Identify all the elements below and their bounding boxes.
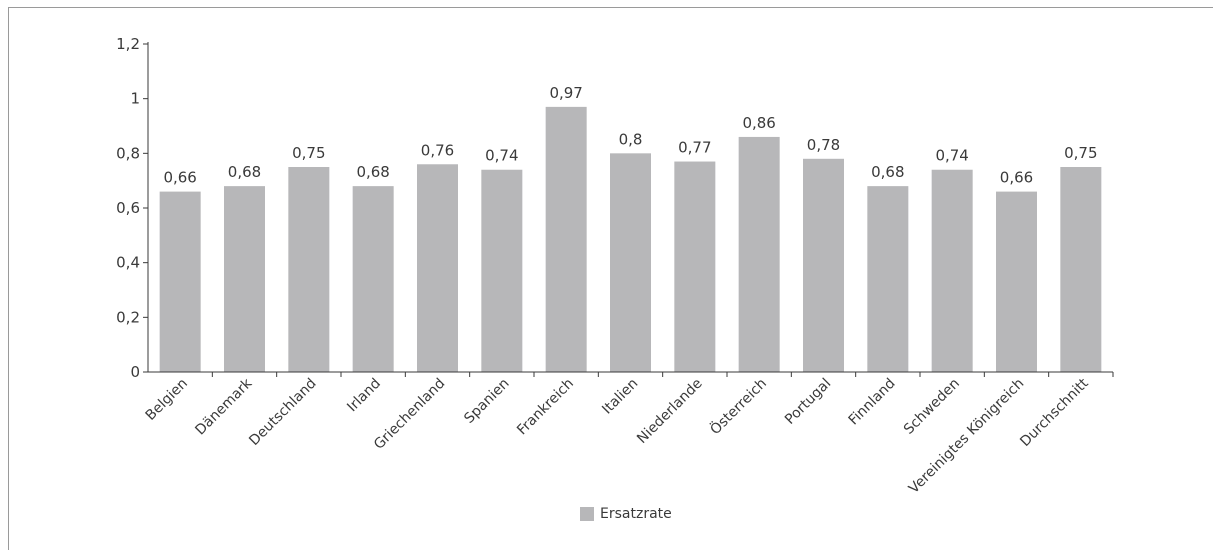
- x-tick-label: Spanien: [461, 376, 512, 427]
- x-tick-label: Frankreich: [514, 376, 577, 439]
- y-tick-label: 0: [130, 363, 140, 381]
- data-label: 0,97: [549, 84, 582, 102]
- y-tick-label: 1,2: [116, 35, 140, 53]
- data-label: 0,66: [163, 169, 196, 187]
- bar: [288, 167, 330, 372]
- bar: [803, 158, 844, 372]
- x-tick-label: Niederlande: [634, 376, 705, 447]
- data-label: 0,68: [228, 163, 261, 181]
- x-tick-label: Schweden: [901, 376, 963, 438]
- bar: [481, 169, 523, 372]
- data-label: 0,74: [485, 147, 518, 165]
- bar: [610, 153, 651, 372]
- bar: [674, 161, 716, 372]
- x-tick-label: Deutschland: [246, 376, 319, 449]
- legend-label: Ersatzrate: [600, 506, 672, 522]
- data-labels: 0,66 0,68 0,75 0,68 0,76 0,74 0,97 0,8 0,77 0,86 0…: [163, 84, 1097, 187]
- y-tick-label: 0,8: [116, 144, 140, 162]
- x-tick-label: Österreich: [706, 374, 770, 438]
- x-tick-label: Irland: [344, 376, 384, 416]
- data-label: 0,78: [807, 136, 840, 154]
- data-label: 0,68: [871, 163, 904, 181]
- bar: [738, 136, 780, 372]
- y-tick-label: 1: [130, 90, 140, 108]
- bar: [417, 164, 458, 372]
- bars: [159, 106, 1102, 372]
- legend-swatch: [580, 507, 594, 521]
- x-tick-label: Vereinigtes Königreich: [906, 376, 1027, 497]
- y-axis: 0 0,2 0,4 0,6 0,8 1 1,2: [116, 35, 149, 381]
- data-label: 0,76: [421, 141, 454, 159]
- x-tick-label: Portugal: [782, 376, 834, 428]
- bar: [545, 106, 587, 372]
- y-tick-label: 0,4: [116, 254, 140, 272]
- x-tick-label: Finnland: [846, 376, 899, 429]
- chart-frame: [8, 7, 1213, 550]
- data-label: 0,75: [1064, 144, 1097, 162]
- x-tick-label: Italien: [599, 376, 641, 418]
- legend: Ersatzrate: [580, 506, 672, 522]
- data-label: 0,66: [1000, 169, 1033, 187]
- x-tick-label: Dänemark: [192, 375, 256, 439]
- bar: [352, 186, 394, 372]
- y-tick-label: 0,6: [116, 199, 140, 217]
- data-label: 0,86: [742, 114, 775, 132]
- bar: [159, 191, 201, 372]
- bar: [1060, 167, 1102, 372]
- x-tick-label: Belgien: [143, 376, 191, 424]
- bar: [867, 186, 909, 372]
- bar: [931, 169, 973, 372]
- x-tick-label: Durchschnitt: [1017, 375, 1092, 450]
- y-tick-label: 0,2: [116, 308, 140, 326]
- data-label: 0,75: [292, 144, 325, 162]
- data-label: 0,74: [935, 147, 968, 165]
- data-label: 0,77: [678, 139, 711, 157]
- bar: [996, 191, 1037, 372]
- bar: [224, 186, 265, 372]
- data-label: 0,8: [619, 130, 643, 148]
- data-label: 0,68: [356, 163, 389, 181]
